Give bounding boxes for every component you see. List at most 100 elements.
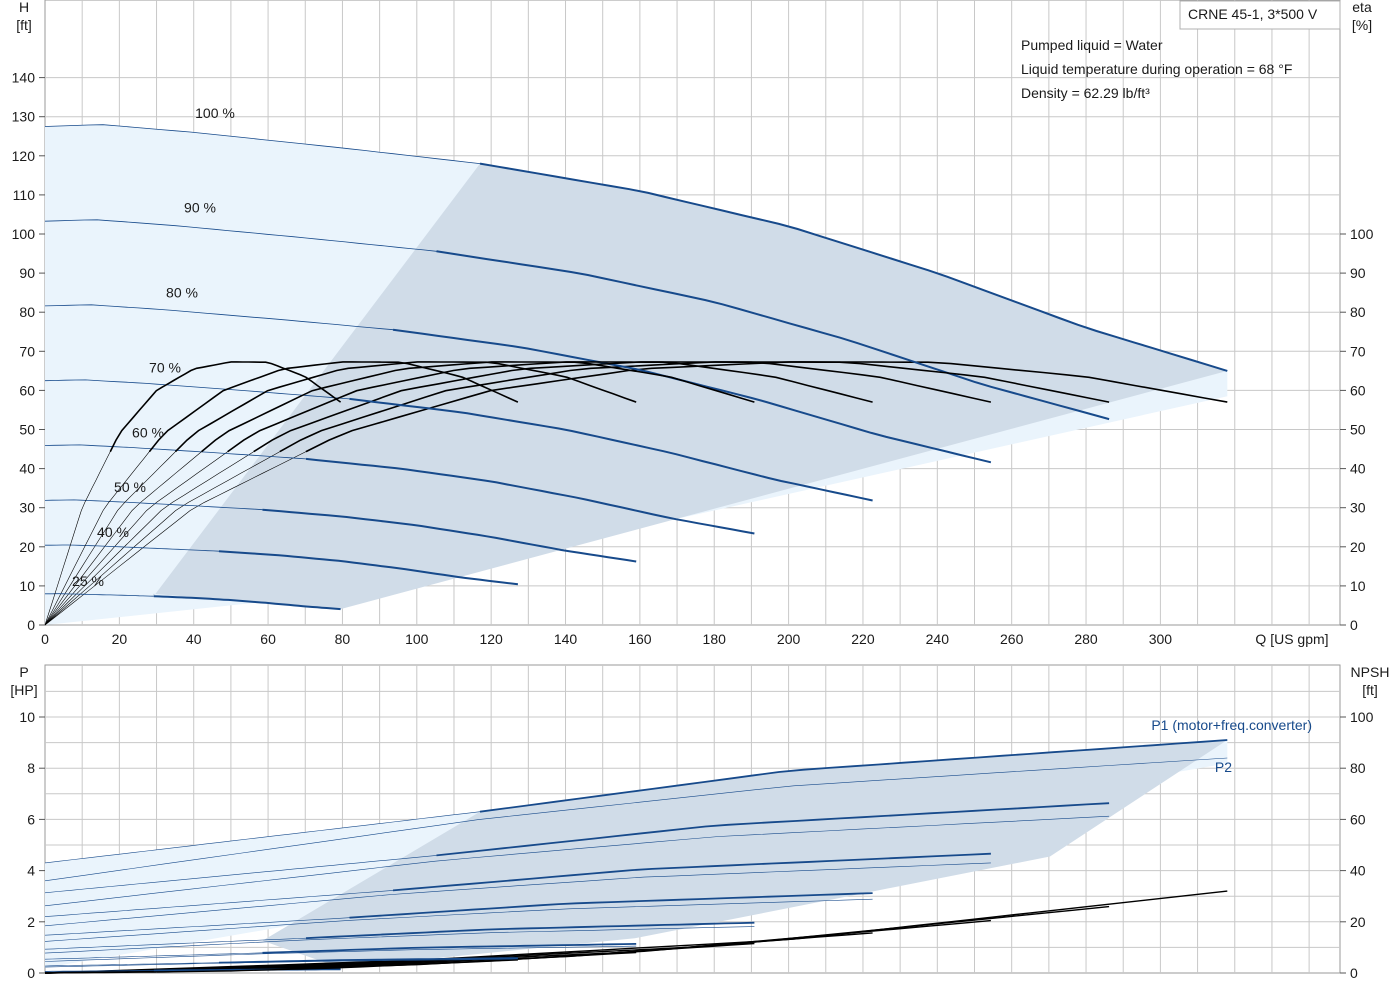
- p1-curve: [392, 852, 991, 892]
- head-curve-thin: [45, 593, 154, 597]
- y-axis-label-left: H: [19, 0, 29, 15]
- curves: [44, 124, 1228, 974]
- p-tick-label: 2: [27, 914, 35, 930]
- x-tick-label: 220: [851, 631, 875, 647]
- npsh-tick-label: 0: [1350, 965, 1358, 981]
- x-tick-label: 200: [777, 631, 801, 647]
- p1-curve-thin: [44, 937, 307, 950]
- p1-curve: [479, 739, 1228, 813]
- p1-curve-thin: [44, 962, 220, 967]
- eta-curve: [148, 361, 519, 453]
- head-curve-50: [262, 508, 637, 563]
- x-tick-label: 240: [926, 631, 950, 647]
- x-tick-label: 180: [703, 631, 727, 647]
- p2-curve: [44, 757, 1228, 882]
- y-axis-unit-right: [%]: [1352, 17, 1372, 33]
- head-curve-25: [153, 595, 341, 611]
- p1-curve-thin: [44, 917, 350, 936]
- npsh-tick-label: 60: [1350, 811, 1366, 827]
- npsh-curve: [44, 967, 341, 974]
- x-tick-label: 80: [335, 631, 351, 647]
- y-tick-label-left: 60: [19, 382, 35, 398]
- y-axis-unit-left: [ft]: [16, 17, 32, 33]
- p2-curve: [44, 815, 1110, 907]
- speed-label: 40 %: [97, 524, 129, 540]
- y-tick-label-left: 100: [12, 226, 36, 242]
- head-curve-thin: [44, 444, 307, 460]
- npsh-tick-label: 40: [1350, 863, 1366, 879]
- npsh-axis-unit: [ft]: [1362, 682, 1378, 698]
- head-curve-70: [349, 397, 873, 502]
- y-tick-label-left: 50: [19, 422, 35, 438]
- eta-curve: [279, 361, 1110, 453]
- p1-curve-thin: [44, 952, 263, 960]
- y-tick-label-left: 0: [27, 617, 35, 633]
- y-tick-label-left: 80: [19, 304, 35, 320]
- y-tick-label-right: 80: [1350, 304, 1366, 320]
- p2-curve: [44, 945, 637, 962]
- y-tick-label-left: 70: [19, 343, 35, 359]
- y-tick-label-right: 20: [1350, 539, 1366, 555]
- npsh-tick-label: 80: [1350, 760, 1366, 776]
- x-tick-label: 20: [112, 631, 128, 647]
- head-curve-thin: [44, 499, 263, 511]
- x-tick-label: 280: [1074, 631, 1098, 647]
- p2-curve: [44, 862, 991, 927]
- note-temperature: Liquid temperature during operation = 68…: [1021, 61, 1292, 77]
- npsh-tick-label: 20: [1350, 914, 1366, 930]
- pump-title: CRNE 45-1, 3*500 V: [1188, 6, 1318, 22]
- speed-label: 70 %: [149, 359, 181, 375]
- head-curve-40: [218, 550, 519, 586]
- x-tick-label: 40: [186, 631, 202, 647]
- p2-curve: [44, 926, 755, 954]
- y-tick-label-right: 40: [1350, 461, 1366, 477]
- note-liquid: Pumped liquid = Water: [1021, 37, 1163, 53]
- eta-curve: [253, 361, 992, 453]
- p-axis-unit: [HP]: [10, 682, 37, 698]
- head-curve-thin: [44, 379, 350, 400]
- head-curve-thin: [45, 544, 220, 552]
- x-tick-label: 120: [479, 631, 503, 647]
- x-tick-label: 140: [554, 631, 578, 647]
- p-tick-label: 0: [27, 965, 35, 981]
- head-curve-90: [436, 250, 1110, 421]
- speed-label: 100 %: [195, 105, 235, 121]
- npsh-tick-label: 100: [1350, 709, 1374, 725]
- p1-curve: [436, 802, 1110, 857]
- npsh-axis-label: NPSH: [1351, 664, 1390, 680]
- p-tick-label: 6: [27, 811, 35, 827]
- x-tick-label: 100: [405, 631, 429, 647]
- axes: 0 20 40 60 80 100 120 140 160 180 200 220 240 260 280 3…: [10, 0, 1389, 981]
- p-tick-label: 8: [27, 760, 35, 776]
- p2-curve-label: P2: [1215, 759, 1232, 775]
- p2-curve: [44, 958, 518, 968]
- x-tick-label: 60: [260, 631, 276, 647]
- p1-curve: [218, 957, 518, 964]
- x-tick-label: 160: [628, 631, 652, 647]
- y-tick-label-left: 40: [19, 461, 35, 477]
- speed-label: 90 %: [184, 200, 216, 216]
- speed-label: 50 %: [114, 479, 146, 495]
- head-curve-thin: [44, 304, 394, 331]
- speed-label: 60 %: [132, 424, 164, 440]
- p1-curve-thin: [44, 811, 481, 864]
- y-tick-label-right: 90: [1350, 265, 1366, 281]
- operating-area-top: [152, 163, 1228, 610]
- speed-label: 80 %: [166, 285, 198, 301]
- y-tick-label-left: 120: [12, 148, 36, 164]
- p1-curve: [305, 921, 755, 940]
- info-box: CRNE 45-1, 3*500 V Pumped liquid = Water…: [1021, 0, 1341, 101]
- y-tick-label-left: 110: [13, 187, 36, 203]
- y-tick-label-right: 70: [1350, 343, 1366, 359]
- y-tick-label-left: 90: [19, 265, 35, 281]
- y-tick-label-right: 50: [1350, 422, 1366, 438]
- p-axis-label: P: [19, 664, 28, 680]
- y-tick-label-left: 30: [19, 500, 35, 516]
- y-tick-label-right: 10: [1350, 578, 1366, 594]
- y-tick-label-left: 20: [19, 539, 35, 555]
- x-tick-label: 0: [41, 631, 49, 647]
- x-axis-label: Q [US gpm]: [1255, 631, 1328, 647]
- head-curve-100: [479, 162, 1228, 372]
- speed-label: 25 %: [72, 573, 104, 589]
